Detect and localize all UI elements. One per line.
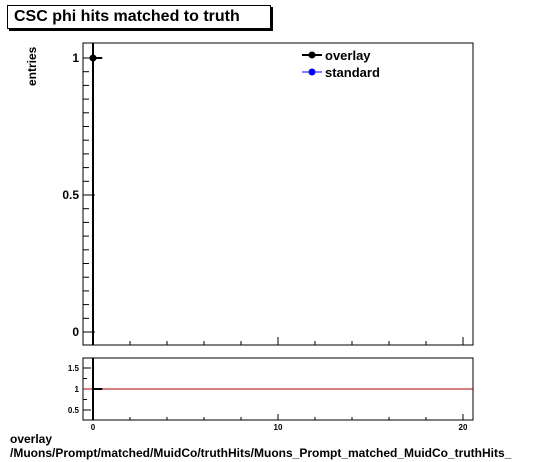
main-data-marks [89,43,103,345]
ratio-y-tick-label: 1 [75,385,80,394]
y-tick-label: 0 [72,325,79,339]
y-axis-label: entries [25,46,39,86]
title-box: CSC phi hits matched to truth [7,5,271,29]
ratio-data-marks [83,358,473,420]
legend-label: standard [325,65,380,80]
ratio-y-tick-label: 0.5 [68,406,80,415]
footer-label: overlay [10,432,53,446]
ratio-y-tick-label: 1.5 [68,364,80,373]
footer-path: /Muons/Prompt/matched/MuidCo/truthHits/M… [10,446,512,460]
legend-marker [308,68,316,76]
y-tick-label: 0.5 [62,188,79,202]
legend-marker [308,51,316,59]
legend-label: overlay [325,48,371,63]
x-tick-label: 10 [274,423,283,432]
data-point [89,54,97,62]
main-plot-frame [82,42,474,346]
x-tick-label: 20 [459,423,468,432]
y-tick-label: 1 [72,51,79,65]
main-axis-ticks [83,57,464,345]
ratio-axis-ticks: 0.5 1 1.5 0 10 20 [68,364,468,432]
main-axis-labels: entries 0 0.5 1 [25,46,79,339]
x-tick-label: 0 [91,423,96,432]
chart-title: CSC phi hits matched to truth [14,8,240,25]
legend: overlay standard [302,48,380,80]
